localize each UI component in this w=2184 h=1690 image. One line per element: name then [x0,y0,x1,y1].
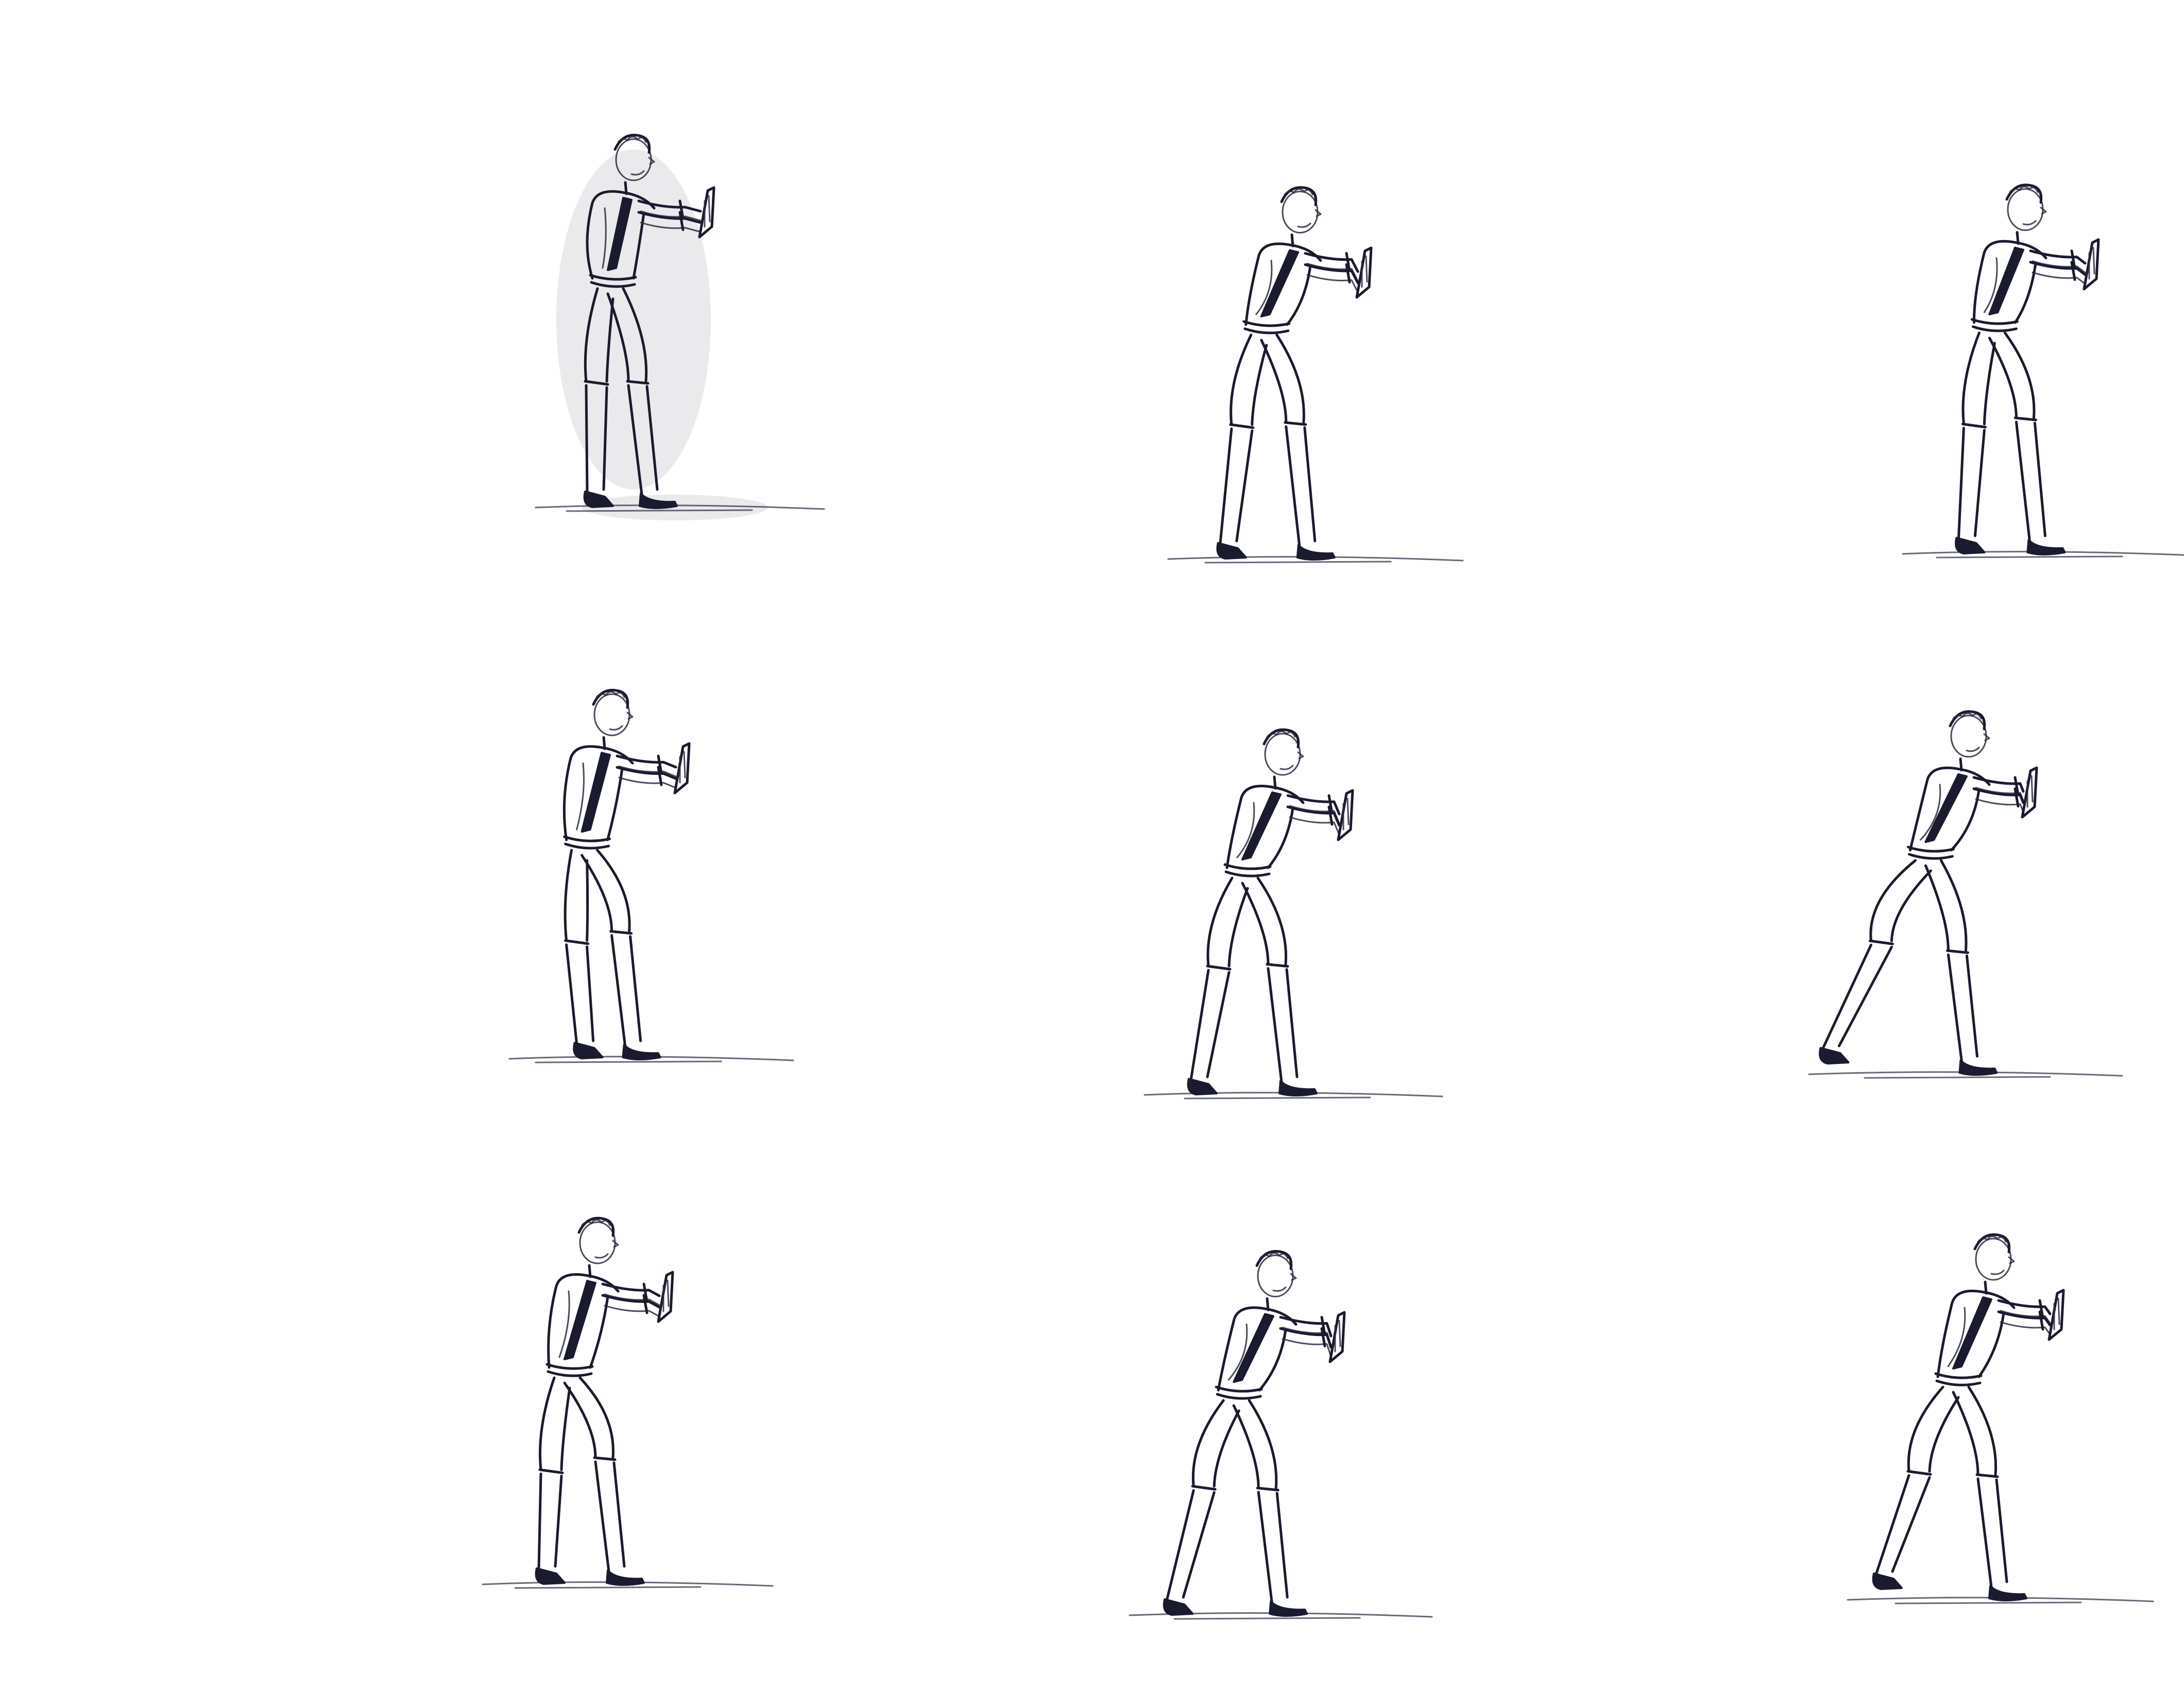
figure-sketch [1902,183,2184,559]
pose-frame-2 [1144,165,1473,629]
pose-frame-4 [474,675,804,1139]
sketch-sheet [474,124,2184,1620]
pose-frame-9 [1834,1211,2163,1675]
figure-sketch [1847,1233,2154,1604]
figure-sketch [1808,710,2123,1079]
pose-frame-8 [1113,1226,1442,1690]
pose-frame-3 [1875,165,2184,629]
pose-frame-5 [1123,706,1453,1170]
figure-sketch [535,133,825,520]
figure-sketch [1167,186,1464,564]
pose-frame-6 [1803,685,2132,1149]
pose-frame-7 [453,1201,783,1664]
figure-sketch [1144,728,1443,1100]
figure-sketch [1129,1250,1433,1620]
pose-frame-1 [505,124,834,587]
figure-sketch [482,1216,774,1589]
figure-sketch [508,688,794,1063]
